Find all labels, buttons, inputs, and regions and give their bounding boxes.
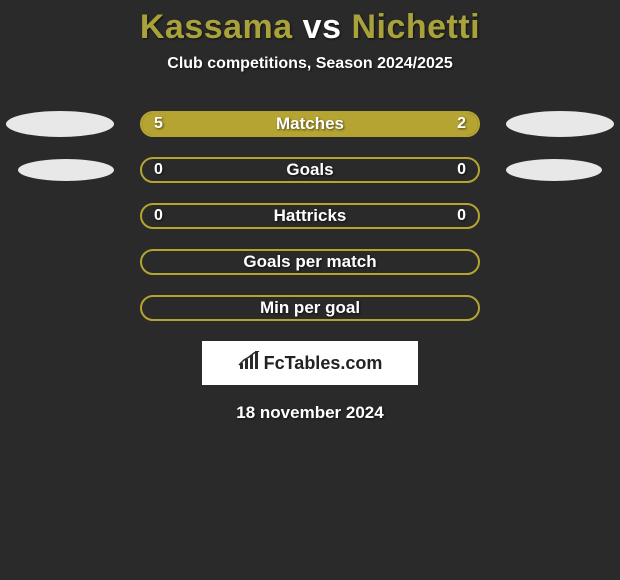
- stat-bar: Goals per match: [140, 249, 480, 275]
- stat-bar: Min per goal: [140, 295, 480, 321]
- player1-oval: [18, 159, 114, 181]
- logo: FcTables.com: [238, 351, 383, 376]
- player2-oval: [506, 159, 602, 181]
- player1-oval: [6, 111, 114, 137]
- player1-name: Kassama: [140, 8, 293, 46]
- stat-row: 0 0 Goals: [0, 157, 620, 183]
- fill-left: [142, 113, 382, 135]
- comparison-widget: Kassama vs Nichetti Club competitions, S…: [0, 0, 620, 423]
- player2-name: Nichetti: [351, 8, 480, 46]
- vs-label: vs: [303, 8, 342, 46]
- value-right: 0: [457, 207, 466, 225]
- stat-rows: 5 2 Matches 0 0 Goals 0 0 Hattricks Goals per mat…: [0, 111, 620, 321]
- stat-label: Min per goal: [260, 298, 360, 318]
- value-left: 0: [154, 207, 163, 225]
- value-right: 0: [457, 161, 466, 179]
- value-right: 2: [457, 115, 466, 133]
- stat-bar: 5 2 Matches: [140, 111, 480, 137]
- date-label: 18 november 2024: [0, 403, 620, 423]
- subtitle: Club competitions, Season 2024/2025: [0, 55, 620, 73]
- player2-oval: [506, 111, 614, 137]
- stat-row: Min per goal: [0, 295, 620, 321]
- logo-box[interactable]: FcTables.com: [202, 341, 418, 385]
- stat-bar: 0 0 Hattricks: [140, 203, 480, 229]
- barchart-icon: [238, 351, 260, 376]
- stat-label: Goals: [286, 160, 333, 180]
- stat-row: 0 0 Hattricks: [0, 203, 620, 229]
- stat-label: Goals per match: [243, 252, 376, 272]
- page-title: Kassama vs Nichetti: [0, 8, 620, 47]
- stat-bar: 0 0 Goals: [140, 157, 480, 183]
- stat-label: Matches: [276, 114, 344, 134]
- stat-row: Goals per match: [0, 249, 620, 275]
- value-left: 0: [154, 161, 163, 179]
- logo-text: FcTables.com: [264, 353, 383, 374]
- stat-label: Hattricks: [274, 206, 347, 226]
- stat-row: 5 2 Matches: [0, 111, 620, 137]
- value-left: 5: [154, 115, 163, 133]
